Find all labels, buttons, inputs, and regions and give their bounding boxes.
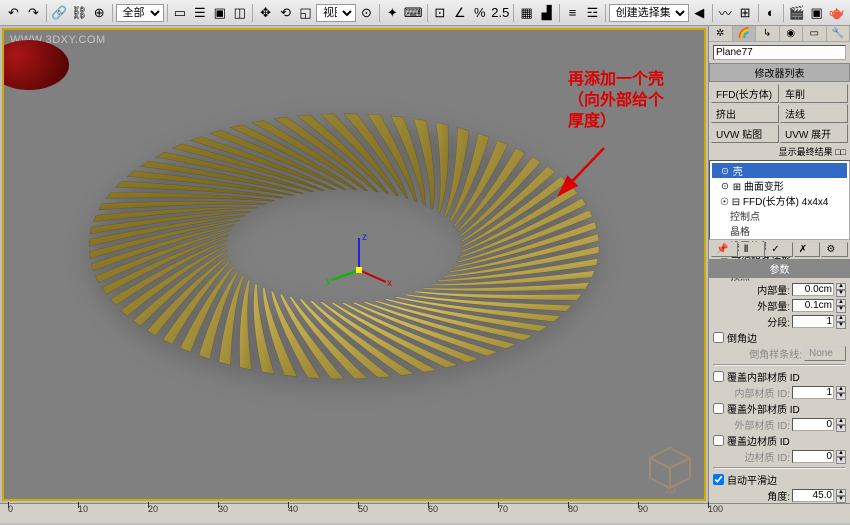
select-name-icon[interactable]: ☰ <box>190 3 209 23</box>
mod-preset-3[interactable]: 法线 <box>780 104 848 123</box>
params-rollup: 内部量:▲▼ 外部量:▲▼ 分段:▲▼ 倒角边 倒角样条线:None 覆盖内部材… <box>709 278 850 503</box>
redo-icon[interactable]: ↷ <box>24 3 43 23</box>
display-tab-icon[interactable]: ▭ <box>803 26 827 41</box>
ref-coord-dropdown[interactable]: 视图 <box>316 4 356 22</box>
window-crossing-icon[interactable]: ◫ <box>230 3 249 23</box>
mod-preset-4[interactable]: UVW 贴图 <box>711 124 779 143</box>
mod-ffd[interactable]: ☉ ⊟ FFD(长方体) 4x4x4 <box>712 193 847 208</box>
bevel-edges-checkbox[interactable] <box>713 332 724 343</box>
override-outer-checkbox[interactable] <box>713 403 724 414</box>
mod-shell[interactable]: ☉ 壳 <box>712 163 847 178</box>
mod-ffd-lattice[interactable]: 晶格 <box>712 223 847 238</box>
mod-preset-0[interactable]: FFD(长方体) <box>711 84 779 103</box>
main-area: WWW.3DXY.COM 再添加一个壳 （向外部给个 厚度） x y z ✲ 🌈… <box>0 26 850 503</box>
inner-mat-input[interactable] <box>792 386 834 399</box>
rotate-icon[interactable]: ⟲ <box>276 3 295 23</box>
command-panel-tabs: ✲ 🌈 ↳ ◉ ▭ 🔧 <box>709 26 850 42</box>
configure-icon[interactable]: ⚙ <box>821 242 848 257</box>
scale-icon[interactable]: ◱ <box>296 3 315 23</box>
spinner-icon[interactable]: 2.5 <box>490 3 510 23</box>
modify-tab-icon[interactable]: 🌈 <box>733 26 757 41</box>
snap-icon[interactable]: ⊡ <box>430 3 449 23</box>
percent-snap-icon[interactable]: % <box>470 3 489 23</box>
svg-text:y: y <box>326 276 331 287</box>
params-rollup-header[interactable]: 参数 <box>709 259 850 278</box>
segments-input[interactable] <box>792 315 834 328</box>
angle-input[interactable] <box>792 489 834 502</box>
render-icon[interactable]: 🫖 <box>827 3 846 23</box>
mirror-icon[interactable]: ▟ <box>537 3 556 23</box>
bevel-spline-label: 倒角样条线: <box>713 346 802 361</box>
move-icon[interactable]: ✥ <box>256 3 275 23</box>
annotation-arrow-icon <box>549 140 619 210</box>
bevel-spline-button[interactable]: None <box>804 346 846 361</box>
object-name-input[interactable] <box>713 45 846 60</box>
layers-icon[interactable]: ☲ <box>583 3 602 23</box>
mod-preset-5[interactable]: UVW 展开 <box>780 124 848 143</box>
unlink-icon[interactable]: ⛓ <box>70 3 89 23</box>
hierarchy-tab-icon[interactable]: ↳ <box>756 26 780 41</box>
auto-smooth-label: 自动平滑边 <box>727 472 777 487</box>
create-tab-icon[interactable]: ✲ <box>709 26 733 41</box>
modifier-list-header[interactable]: 修改器列表 <box>709 63 850 82</box>
pivot-icon[interactable]: ⊙ <box>357 3 376 23</box>
show-end-result: 显示最终结果 □□ <box>709 145 850 160</box>
perspective-viewport[interactable]: WWW.3DXY.COM 再添加一个壳 （向外部给个 厚度） x y z <box>2 28 706 501</box>
mod-surface-deform[interactable]: ☉ ⊞ 曲面变形 <box>712 178 847 193</box>
manipulate-icon[interactable]: ✦ <box>383 3 402 23</box>
outer-amount-label: 外部量: <box>713 298 790 313</box>
command-panel: ✲ 🌈 ↳ ◉ ▭ 🔧 修改器列表 FFD(长方体) 车削 挤出 法线 UVW … <box>708 26 850 503</box>
render-setup-icon[interactable]: 🎬 <box>787 3 806 23</box>
link-icon[interactable]: 🔗 <box>50 3 69 23</box>
select-region-icon[interactable]: ▣ <box>210 3 229 23</box>
main-toolbar: ↶ ↷ 🔗 ⛓ ⊕ 全部 ▭ ☰ ▣ ◫ ✥ ⟲ ◱ 视图 ⊙ ✦ ⌨ ⊡ ∠ … <box>0 0 850 26</box>
auto-smooth-checkbox[interactable] <box>713 474 724 485</box>
edge-mat-input[interactable] <box>792 450 834 463</box>
render-frame-icon[interactable]: ▣ <box>807 3 826 23</box>
outer-mat-input[interactable] <box>792 418 834 431</box>
named-sel-icon[interactable]: ▦ <box>517 3 536 23</box>
pin-stack-icon[interactable]: 📌 <box>711 242 738 257</box>
mod-preset-1[interactable]: 车削 <box>780 84 848 103</box>
time-ruler[interactable]: 0102030405060708090100 <box>0 503 850 523</box>
motion-tab-icon[interactable]: ◉ <box>780 26 804 41</box>
override-outer-label: 覆盖外部材质 ID <box>727 401 800 416</box>
remove-mod-icon[interactable]: ✗ <box>794 242 821 257</box>
transform-gizmo[interactable]: x y z <box>324 230 394 300</box>
material-icon[interactable]: ◐ <box>761 3 780 23</box>
annotation-text: 再添加一个壳 （向外部给个 厚度） <box>568 70 664 132</box>
schematic-icon[interactable]: ⊞ <box>736 3 755 23</box>
keyboard-icon[interactable]: ⌨ <box>403 3 424 23</box>
override-inner-checkbox[interactable] <box>713 371 724 382</box>
bind-icon[interactable]: ⊕ <box>90 3 109 23</box>
svg-text:z: z <box>362 232 367 243</box>
site-logo-icon: 3D <box>640 440 700 495</box>
segments-label: 分段: <box>713 314 790 329</box>
bevel-edges-label: 倒角边 <box>727 330 757 345</box>
outer-amount-input[interactable] <box>792 299 834 312</box>
modifier-stack[interactable]: ☉ 壳 ☉ ⊞ 曲面变形 ☉ ⊟ FFD(长方体) 4x4x4 控制点 晶格 设… <box>709 160 850 240</box>
named-selection-dropdown[interactable]: 创建选择集 <box>609 4 689 22</box>
inner-amount-label: 内部量: <box>713 282 790 297</box>
select-icon[interactable]: ▭ <box>170 3 189 23</box>
override-inner-label: 覆盖内部材质 ID <box>727 369 800 384</box>
prev-icon[interactable]: ◀ <box>690 3 709 23</box>
make-unique-icon[interactable]: ✓ <box>766 242 793 257</box>
curve-editor-icon[interactable]: 〰 <box>716 3 735 23</box>
angle-snap-icon[interactable]: ∠ <box>450 3 469 23</box>
svg-text:3D: 3D <box>664 485 676 495</box>
mod-ffd-cp[interactable]: 控制点 <box>712 208 847 223</box>
utilities-tab-icon[interactable]: 🔧 <box>827 26 850 41</box>
show-result-icon[interactable]: Ⅱ <box>739 242 766 257</box>
align-icon[interactable]: ≡ <box>563 3 582 23</box>
inner-amount-input[interactable] <box>792 283 834 296</box>
override-edge-checkbox[interactable] <box>713 435 724 446</box>
undo-icon[interactable]: ↶ <box>4 3 23 23</box>
svg-text:x: x <box>387 278 392 289</box>
selection-filter-dropdown[interactable]: 全部 <box>116 4 164 22</box>
override-edge-label: 覆盖边材质 ID <box>727 433 790 448</box>
mod-preset-2[interactable]: 挤出 <box>711 104 779 123</box>
